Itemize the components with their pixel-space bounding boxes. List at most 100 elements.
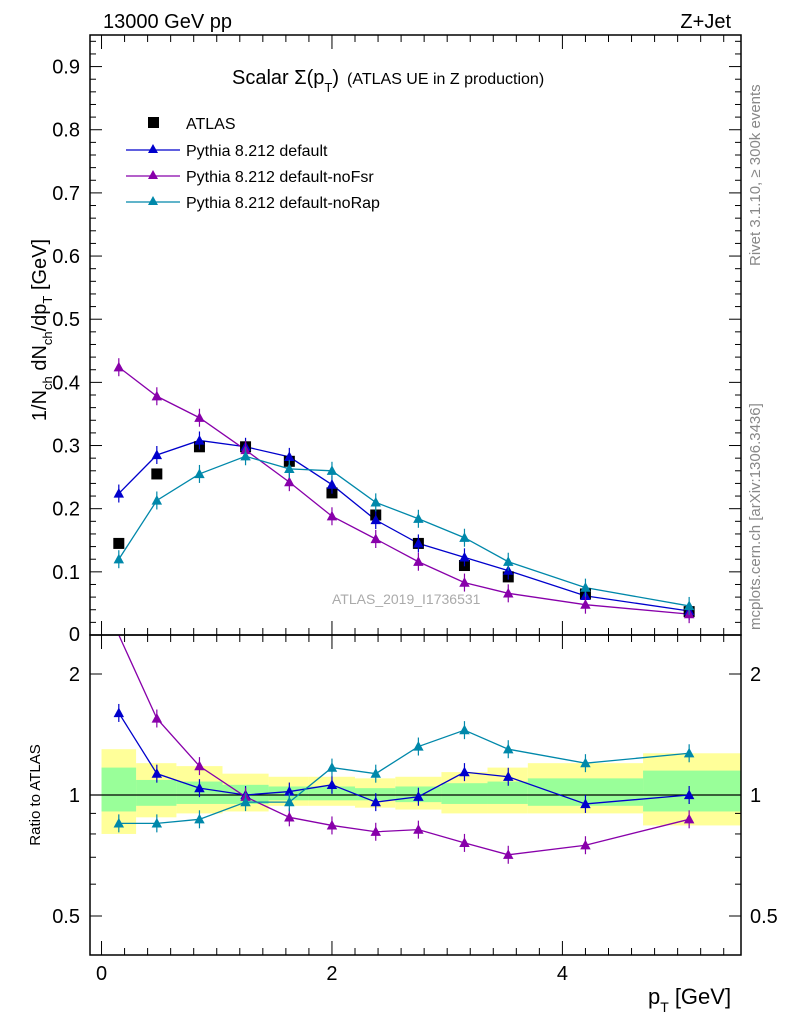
series-1-point [113, 488, 125, 498]
series-1-point [459, 551, 470, 562]
legend-marker-norap [148, 196, 158, 205]
ratio-series-1-point [370, 826, 381, 836]
series-3-point [326, 465, 338, 475]
series-2-point [413, 556, 424, 566]
series-3-point [151, 494, 163, 505]
main-ytick-label: 0.1 [52, 562, 80, 584]
ratio-series-0-point [113, 707, 125, 718]
ratio-ytick-label-right: 1 [750, 785, 761, 807]
ratio-series-2-point [326, 762, 338, 772]
ratio-series-1-point [284, 811, 295, 822]
series-2-point [503, 587, 514, 598]
main-ytick-label: 0.8 [52, 120, 80, 142]
ratio-xlabel: pT [GeV] [648, 984, 731, 1015]
ratio-series-2-point [580, 757, 591, 768]
analysis-watermark: ATLAS_2019_I1736531 [332, 591, 481, 607]
series-3-point [284, 463, 295, 474]
main-ytick-label: 0.6 [52, 246, 80, 268]
ratio-ytick-label-left: 0.5 [52, 906, 80, 928]
ratio-series-2-point [459, 724, 470, 735]
main-ytick-zero: 0 [69, 624, 80, 646]
series-1-point [194, 434, 205, 445]
ratio-series-0-point [194, 782, 205, 793]
ratio-series-line-2 [118, 729, 690, 825]
title-sub: T [324, 80, 332, 95]
main-ytick-label: 0.9 [52, 57, 80, 79]
ratio-plot-series [113, 634, 695, 864]
ratio-series-0-point [326, 779, 338, 789]
atlas-data-point [113, 537, 125, 549]
ratio-series-0-point [413, 791, 424, 801]
ratio-series-2-point [240, 796, 251, 807]
ratio-series-line-1 [118, 634, 690, 856]
main-plot-panel: 0.1 0.2 0.3 0.4 0.5 0.6 0.7 0.8 0.9 0 Scalar Σ(p… [29, 34, 742, 646]
xlabel-sub: T [660, 999, 669, 1015]
uncertainty-band-green [101, 767, 137, 812]
main-plot-ticks: 0.1 0.2 0.3 0.4 0.5 0.6 0.7 0.8 0.9 [52, 35, 741, 636]
uncertainty-band-green [136, 779, 177, 806]
series-2-point [284, 476, 295, 487]
ratio-series-2-point [194, 813, 205, 824]
series-3-point [113, 553, 125, 564]
ratio-series-2-point [151, 817, 163, 828]
ratio-series-1-point [194, 760, 205, 771]
main-ylabel: 1/Nch dNch/dpT [GeV] [29, 239, 55, 421]
series-3-point [503, 556, 514, 566]
series-line-3 [118, 455, 690, 607]
ratio-ytick-label-left: 2 [69, 664, 80, 686]
ratio-plot-ticks: 0.5 0.5 1 1 2 2 0 2 4 [52, 635, 778, 985]
ratio-xtick-label: 0 [96, 963, 107, 985]
series-2-point [326, 510, 338, 521]
series-line-1 [118, 439, 690, 612]
ratio-series-0-point [151, 768, 163, 778]
ratio-series-0-point [683, 789, 695, 800]
ratio-series-2-point [370, 768, 381, 778]
series-line-2 [118, 366, 690, 615]
ratio-series-2-point [113, 817, 125, 828]
ratio-series-1-point [503, 849, 514, 859]
legend-marker-default [148, 144, 158, 153]
main-plot-series [113, 358, 695, 624]
ratio-series-line-0 [118, 712, 690, 805]
ratio-series-1-point [459, 837, 470, 848]
uncertainty-band-green [441, 783, 488, 804]
series-1-point [284, 451, 295, 462]
header-energy: 13000 GeV pp [103, 11, 232, 33]
series-3-point [370, 496, 381, 507]
ratio-series-1-point [326, 819, 338, 830]
ratio-plot-panel: 0.5 0.5 1 1 2 2 0 2 4 Ratio to ATLAS pT [GeV] [27, 634, 778, 1015]
ratio-series-1-point [151, 712, 163, 723]
series-3-point [683, 600, 695, 611]
ratio-series-0-point [580, 798, 591, 809]
series-2-point [113, 361, 125, 372]
legend-marker-nofsr [148, 170, 158, 179]
header-process: Z+Jet [680, 11, 731, 33]
main-plot-title: Scalar Σ(pT) (ATLAS UE in Z production) [232, 67, 544, 95]
ratio-xtick-label: 4 [557, 963, 568, 985]
title-rest: (ATLAS UE in Z production) [347, 71, 544, 88]
legend-label-nofsr: Pythia 8.212 default-noFsr [186, 169, 374, 186]
ratio-ylabel: Ratio to ATLAS [27, 744, 44, 845]
series-2-point [459, 577, 470, 587]
main-ytick-label: 0.4 [52, 372, 80, 394]
uncertainty-band-green [487, 781, 528, 804]
xlabel-unit: [GeV] [675, 984, 731, 1009]
legend-label-default: Pythia 8.212 default [186, 143, 328, 160]
legend: ATLAS Pythia 8.212 default Pythia 8.212 … [126, 116, 380, 212]
title-main: Scalar Σ(p [232, 67, 324, 89]
ratio-series-2-point [284, 796, 295, 807]
series-2-point [151, 390, 163, 401]
series-2-point [580, 599, 591, 609]
ratio-series-2-point [503, 743, 514, 754]
ratio-xtick-label: 2 [326, 963, 337, 985]
series-2-point [194, 412, 205, 422]
ratio-series-2-point [413, 741, 424, 751]
ratio-series-2-point [683, 747, 695, 758]
series-3-point [413, 513, 424, 523]
atlas-data-point [151, 468, 163, 480]
series-3-point [194, 468, 205, 479]
ratio-series-0-point [284, 786, 295, 796]
series-3-point [580, 582, 591, 592]
series-1-point [151, 449, 163, 460]
